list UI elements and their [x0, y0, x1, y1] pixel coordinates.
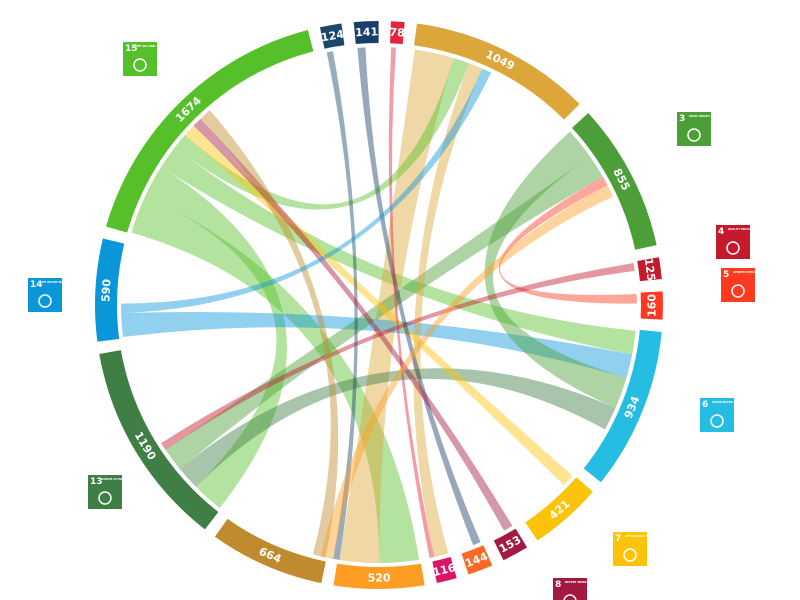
- chord: [160, 147, 636, 355]
- segment-arc: [637, 257, 662, 282]
- icon-symbol: [710, 414, 724, 428]
- icon-number: 6: [702, 400, 708, 410]
- segment-value-label: 124: [320, 28, 345, 45]
- icon-number: 14: [30, 280, 43, 290]
- segment-arc: [94, 238, 125, 342]
- icon-symbol: [563, 594, 577, 600]
- chord: [145, 167, 287, 509]
- segment-arc: [353, 21, 379, 45]
- icon-number: 15: [125, 44, 138, 54]
- icon-symbol: [98, 491, 112, 505]
- icon-number: 13: [90, 477, 103, 487]
- segment-value-label: 125: [642, 257, 658, 281]
- chords: [120, 47, 637, 564]
- icon-label: GOOD HEALTH AND WELL-BEING: [689, 114, 736, 118]
- icon-symbol: [687, 128, 701, 142]
- sdg-icon: 8 DECENT WORK AND ECONOMIC GROWTH: [553, 578, 624, 600]
- icon-label: LIFE BELOW WATER: [40, 280, 68, 284]
- icon-label: AFFORDABLE AND CLEAN ENERGY: [625, 534, 675, 538]
- sdg-icon: 4 QUALITY EDUCATION: [716, 225, 758, 259]
- icon-number: 5: [723, 270, 729, 280]
- chord: [200, 110, 339, 558]
- segment-arc: [214, 518, 326, 584]
- icon-number: 3: [679, 114, 685, 124]
- segment-value-label: 116: [431, 561, 457, 579]
- segment-arc: [493, 528, 528, 561]
- icon-box: [553, 578, 587, 600]
- segment-arc: [583, 329, 662, 483]
- chord: [174, 58, 469, 210]
- sdg-icon: 5 GENDER EQUALITY: [721, 268, 760, 302]
- chord: [326, 51, 358, 560]
- chord: [121, 311, 633, 378]
- icon-symbol: [726, 241, 740, 255]
- chord: [165, 156, 603, 469]
- chord: [184, 125, 573, 486]
- chord: [179, 368, 616, 487]
- icon-label: CLEAN WATER AND SANITATION: [712, 400, 758, 404]
- segment-arc: [333, 563, 425, 589]
- sdg-icon: 6 CLEAN WATER AND SANITATION: [700, 398, 758, 432]
- icon-symbol: [133, 58, 147, 72]
- chord: [339, 49, 454, 564]
- segment-arc: [640, 291, 663, 320]
- icon-label: CLIMATE ACTION: [100, 477, 124, 481]
- segment-value-label: 590: [99, 278, 113, 302]
- chord: [498, 176, 637, 304]
- icon-symbol: [38, 294, 52, 308]
- icon-number: 8: [555, 580, 561, 590]
- segment-arc: [432, 557, 457, 584]
- icon-label: DECENT WORK AND ECONOMIC GROWTH: [565, 580, 624, 584]
- icon-label: GENDER EQUALITY: [733, 270, 760, 274]
- icon-label: QUALITY EDUCATION: [728, 227, 758, 231]
- segment-arc: [414, 23, 580, 120]
- segment-arc: [572, 112, 657, 250]
- sdg-icon: 7 AFFORDABLE AND CLEAN ENERGY: [613, 532, 675, 566]
- segment-arc: [106, 30, 314, 233]
- segment-arc: [319, 23, 345, 49]
- segment-value-label: 78: [389, 26, 405, 40]
- segment-value-label: 141: [355, 25, 379, 39]
- segment-arc: [390, 21, 405, 45]
- segment-arc: [525, 477, 593, 541]
- sdg-icon: 3 GOOD HEALTH AND WELL-BEING: [677, 112, 736, 146]
- segment-arc: [99, 350, 219, 530]
- chord: [131, 195, 420, 563]
- chord: [413, 63, 483, 558]
- icon-number: 4: [718, 227, 724, 237]
- segment-value-label: 520: [368, 571, 391, 584]
- segment-arc: [461, 545, 493, 575]
- segment-value-label: 160: [645, 294, 658, 317]
- icon-symbol: [623, 548, 637, 562]
- icon-number: 7: [615, 534, 621, 544]
- icon-label: LIFE ON LAND: [135, 44, 156, 48]
- icon-symbol: [731, 284, 745, 298]
- chord: [484, 131, 627, 408]
